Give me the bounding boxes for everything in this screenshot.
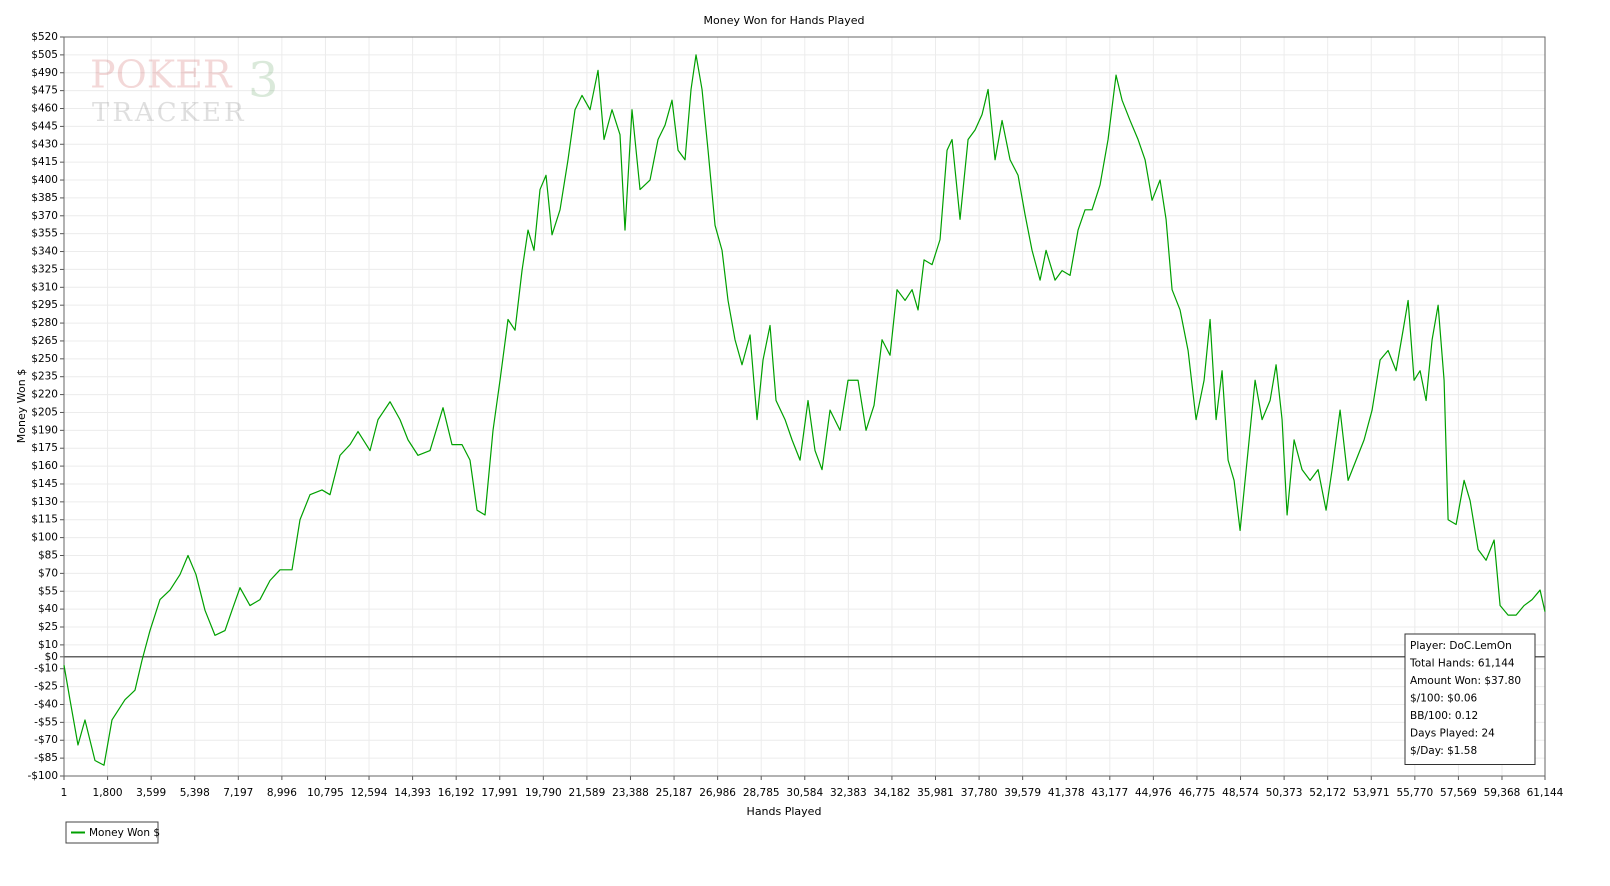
x-tick-label: 55,770 — [1396, 787, 1433, 799]
y-axis-label: Money Won $ — [15, 369, 28, 443]
y-tick-label: $325 — [31, 263, 58, 275]
y-tick-label: $220 — [31, 389, 58, 401]
y-tick-label: $190 — [31, 424, 58, 436]
y-tick-label: -$85 — [34, 752, 58, 764]
y-tick-label: $115 — [31, 514, 58, 526]
stats-text: Player: DoC.LemOn — [1410, 640, 1512, 652]
x-tick-label: 39,579 — [1004, 787, 1041, 799]
x-tick-label: 23,388 — [612, 787, 649, 799]
x-tick-label: 14,393 — [394, 787, 431, 799]
y-tick-label: $160 — [31, 460, 58, 472]
y-tick-label: -$55 — [34, 716, 58, 728]
y-tick-label: $265 — [31, 335, 58, 347]
x-axis-label: Hands Played — [747, 805, 822, 818]
y-tick-label: $70 — [38, 567, 58, 579]
data-line — [63, 54, 1546, 766]
plot-border — [63, 36, 1546, 777]
y-tick-label: $250 — [31, 353, 58, 365]
watermark-mark: 3 — [248, 53, 279, 109]
y-tick-label: $355 — [31, 228, 58, 240]
x-tick-label: 46,775 — [1179, 787, 1216, 799]
y-tick-label: $10 — [38, 639, 58, 651]
legend-box — [65, 821, 159, 844]
chart-title: Money Won for Hands Played — [704, 14, 865, 27]
y-tick-label: -$10 — [34, 663, 58, 675]
y-tick-label: $0 — [45, 651, 58, 663]
x-tick-label: 34,182 — [874, 787, 911, 799]
x-tick-label: 53,971 — [1353, 787, 1390, 799]
stats-text: $/100: $0.06 — [1410, 693, 1478, 705]
x-tick-label: 10,795 — [307, 787, 344, 799]
y-tick-label: $400 — [31, 174, 58, 186]
y-tick-label: $490 — [31, 67, 58, 79]
x-tick-label: 17,991 — [481, 787, 518, 799]
y-tick-label: $100 — [31, 532, 58, 544]
y-tick-label: $145 — [31, 478, 58, 490]
x-tick-label: 35,981 — [917, 787, 954, 799]
y-tick-label: $310 — [31, 281, 58, 293]
y-tick-label: $445 — [31, 120, 58, 132]
y-tick-label: $55 — [38, 585, 58, 597]
y-tick-label: -$70 — [34, 734, 58, 746]
y-tick-label: -$25 — [34, 681, 58, 693]
y-tick-label: $175 — [31, 442, 58, 454]
x-tick-label: 59,368 — [1484, 787, 1521, 799]
stats-text: $/Day: $1.58 — [1410, 745, 1477, 757]
watermark: POKER TRACKER 3 — [90, 53, 279, 129]
y-tick-label: $505 — [31, 49, 58, 61]
x-tick-label: 7,197 — [223, 787, 253, 799]
y-tick-label: $130 — [31, 496, 58, 508]
watermark-word: POKER — [90, 53, 233, 97]
x-tick-label: 43,177 — [1091, 787, 1128, 799]
stats-box — [1404, 633, 1536, 765]
x-tick-label: 8,996 — [267, 787, 297, 799]
x-tick-label: 61,144 — [1527, 787, 1564, 799]
y-tick-label: $235 — [31, 371, 58, 383]
x-tick-label: 1,800 — [93, 787, 123, 799]
x-tick-label: 5,398 — [180, 787, 210, 799]
x-tick-label: 12,594 — [351, 787, 388, 799]
x-tick-label: 41,378 — [1048, 787, 1085, 799]
y-tick-label: $340 — [31, 246, 58, 258]
x-tick-label: 16,192 — [438, 787, 475, 799]
y-tick-label: $295 — [31, 299, 58, 311]
stats-text: Days Played: 24 — [1410, 728, 1495, 740]
x-tick-label: 28,785 — [743, 787, 780, 799]
y-tick-label: -$40 — [34, 698, 58, 710]
stats-text: BB/100: 0.12 — [1410, 710, 1478, 722]
x-tick-label: 19,790 — [525, 787, 562, 799]
x-tick-label: 3,599 — [136, 787, 166, 799]
x-tick-label: 57,569 — [1440, 787, 1477, 799]
y-tick-label: $85 — [38, 549, 58, 561]
x-tick-label: 37,780 — [961, 787, 998, 799]
stats-text: Total Hands: 61,144 — [1409, 658, 1515, 670]
watermark-word: TRACKER — [92, 98, 247, 128]
legend-label: Money Won $ — [89, 827, 160, 839]
y-tick-label: $475 — [31, 85, 58, 97]
x-tick-label: 44,976 — [1135, 787, 1172, 799]
y-tick-label: -$100 — [27, 770, 58, 782]
x-tick-label: 21,589 — [569, 787, 606, 799]
x-tick-label: 1 — [61, 787, 68, 799]
y-tick-label: $370 — [31, 210, 58, 222]
x-tick-label: 48,574 — [1222, 787, 1259, 799]
x-tick-label: 50,373 — [1266, 787, 1303, 799]
y-tick-label: $520 — [31, 31, 58, 43]
y-tick-label: $40 — [38, 603, 58, 615]
y-tick-label: $430 — [31, 138, 58, 150]
y-tick-label: $205 — [31, 406, 58, 418]
stats-text: Amount Won: $37.80 — [1410, 675, 1521, 687]
x-tick-label: 26,986 — [699, 787, 736, 799]
x-tick-label: 32,383 — [830, 787, 867, 799]
x-tick-label: 25,187 — [656, 787, 693, 799]
y-tick-label: $385 — [31, 192, 58, 204]
x-tick-label: 30,584 — [786, 787, 823, 799]
y-tick-label: $280 — [31, 317, 58, 329]
y-tick-label: $415 — [31, 156, 58, 168]
y-tick-label: $25 — [38, 621, 58, 633]
x-tick-label: 52,172 — [1309, 787, 1346, 799]
y-tick-label: $460 — [31, 103, 58, 115]
